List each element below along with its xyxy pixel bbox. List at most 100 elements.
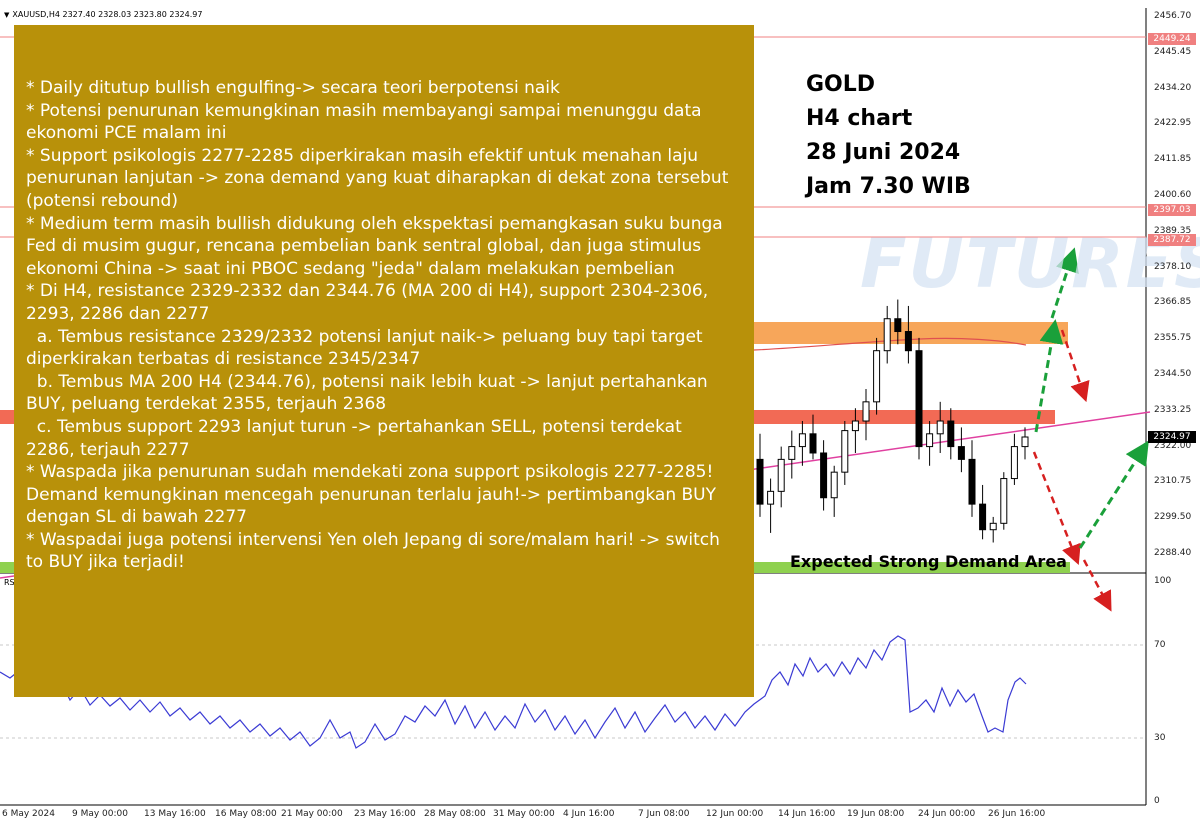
rsi-indicator-tag: RS [4, 578, 15, 587]
candle-body [915, 350, 923, 448]
price-label: 2422.95 [1154, 118, 1192, 129]
analysis-line: diperkirakan terbatas di resistance 2345… [26, 349, 421, 370]
candle-body [777, 458, 785, 492]
candle-body [957, 446, 965, 460]
candle-body [904, 331, 912, 352]
candle-body [1010, 446, 1018, 480]
time-label: 13 May 16:00 [144, 809, 206, 819]
analysis-line: * Support psikologis 2277-2285 diperkira… [26, 145, 699, 166]
dropdown-triangle-icon[interactable]: ▼ [4, 11, 10, 19]
time-label: 23 May 16:00 [354, 809, 416, 819]
candle-body [947, 420, 955, 448]
candle-body [1000, 478, 1008, 524]
analysis-line: dengan SL di bawah 2277 [26, 507, 247, 528]
time-label: 24 Jun 00:00 [918, 809, 976, 819]
rsi-label: 70 [1154, 640, 1166, 650]
analysis-line: c. Tembus support 2293 lanjut turun -> p… [26, 416, 682, 437]
candle-body [798, 433, 806, 448]
analysis-line: 2293, 2286 dan 2277 [26, 303, 210, 324]
rsi-label: 100 [1154, 576, 1172, 586]
price-label: 2333.25 [1154, 404, 1192, 415]
candle-body [894, 318, 902, 333]
analysis-line: Demand kemungkinan mencegah penurunan te… [26, 484, 716, 505]
price-label: 2389.35 [1154, 225, 1192, 236]
candle-body [820, 452, 828, 499]
candle-body [862, 401, 870, 422]
candle-body [883, 318, 891, 352]
symbol-label: XAUUSD,H4 [12, 10, 60, 19]
price-label: 2456.70 [1154, 11, 1192, 21]
analysis-line: b. Tembus MA 200 H4 (2344.76), potensi n… [26, 371, 708, 392]
price-tag: 2397.03 [1148, 204, 1196, 216]
price-label: 2445.45 [1154, 46, 1192, 57]
analysis-line: Fed di musim gugur, rencana pembelian ba… [26, 236, 702, 257]
price-label: 2322.00 [1154, 440, 1192, 451]
price-label: 2434.20 [1154, 82, 1192, 93]
time-label: 9 May 00:00 [72, 809, 128, 819]
title-line: H4 chart [806, 106, 913, 131]
price-label: 2411.85 [1154, 154, 1192, 165]
buy-arrow-3 [1078, 440, 1149, 549]
analysis-line: (potensi rebound) [26, 190, 178, 211]
price-tag: 2449.24 [1148, 33, 1196, 45]
analysis-box: * Daily ditutup bullish engulfing-> seca… [14, 25, 754, 697]
time-label: 6 May 2024 [2, 809, 55, 819]
analysis-line: * Waspadai juga potensi intervensi Yen o… [26, 529, 720, 550]
analysis-line: ekonomi PCE malam ini [26, 123, 227, 144]
candle-body [756, 458, 764, 505]
analysis-line: to BUY jika terjadi! [26, 552, 185, 573]
rsi-label: 0 [1154, 796, 1160, 806]
price-tag: 2324.97 [1148, 431, 1196, 443]
sell-arrow-3 [1082, 559, 1112, 612]
candle-body [989, 522, 997, 531]
analysis-line: 2286, terjauh 2277 [26, 439, 190, 460]
time-label: 19 Jun 08:00 [847, 809, 905, 819]
candle-body [788, 446, 796, 460]
price-label: 2310.75 [1154, 476, 1192, 487]
title-line: 28 Juni 2024 [806, 140, 961, 165]
ohlc-readout: 2327.40 2328.03 2323.80 2324.97 [62, 10, 203, 19]
candle-body [767, 490, 775, 505]
price-label: 2378.10 [1154, 261, 1192, 272]
analysis-line: * Potensi penurunan kemungkinan masih me… [26, 100, 702, 121]
chart-header: ▼ XAUUSD,H4 2327.40 2328.03 2323.80 2324.… [4, 10, 202, 19]
price-label: 2355.75 [1154, 333, 1192, 344]
title-line: GOLD [806, 72, 876, 97]
analysis-line: BUY, peluang terdekat 2355, terjauh 2368 [26, 394, 387, 415]
price-label: 2299.50 [1154, 512, 1192, 523]
candle-body [968, 458, 976, 505]
price-tag: 2387.72 [1148, 234, 1196, 246]
price-label: 2288.40 [1154, 548, 1192, 558]
ma200-line [753, 337, 1027, 351]
analysis-line: * Daily ditutup bullish engulfing-> seca… [26, 78, 560, 98]
price-label: 2366.85 [1154, 297, 1192, 308]
price-label: 2344.50 [1154, 369, 1192, 379]
broker-watermark: FUTURES [860, 225, 1200, 304]
candlestick-series [756, 299, 1029, 543]
analysis-line: ekonomi China -> saat ini PBOC sedang "j… [26, 258, 675, 279]
sell-arrow-2 [1032, 451, 1081, 565]
analysis-line: * Di H4, resistance 2329-2332 dan 2344.7… [26, 281, 709, 302]
candle-body [873, 350, 881, 403]
time-label: 21 May 00:00 [281, 809, 343, 819]
buy-arrow-1 [1034, 319, 1064, 433]
time-label: 31 May 00:00 [493, 809, 555, 819]
analysis-line: a. Tembus resistance 2329/2332 potensi l… [26, 326, 703, 347]
candle-body [936, 420, 944, 435]
chart-title-block: GOLD H4 chart 28 Juni 2024 Jam 7.30 WIB [806, 68, 971, 204]
time-label: 14 Jun 16:00 [778, 809, 836, 819]
buy-arrow-2 [1050, 247, 1079, 319]
demand-zone-label: Expected Strong Demand Area [790, 552, 1067, 571]
analysis-line: * Medium term masih bullish didukung ole… [26, 213, 723, 234]
time-label: 28 May 08:00 [424, 809, 486, 819]
candle-body [1021, 436, 1029, 448]
rsi-line [0, 635, 1027, 749]
analysis-line: * Waspada jika penurunan sudah mendekati… [26, 462, 714, 483]
candle-body [851, 420, 859, 432]
time-label: 26 Jun 16:00 [988, 809, 1046, 819]
price-label: 2400.60 [1154, 190, 1192, 200]
candle-body [809, 433, 817, 454]
time-label: 4 Jun 16:00 [563, 809, 615, 819]
time-label: 16 May 08:00 [215, 809, 277, 819]
